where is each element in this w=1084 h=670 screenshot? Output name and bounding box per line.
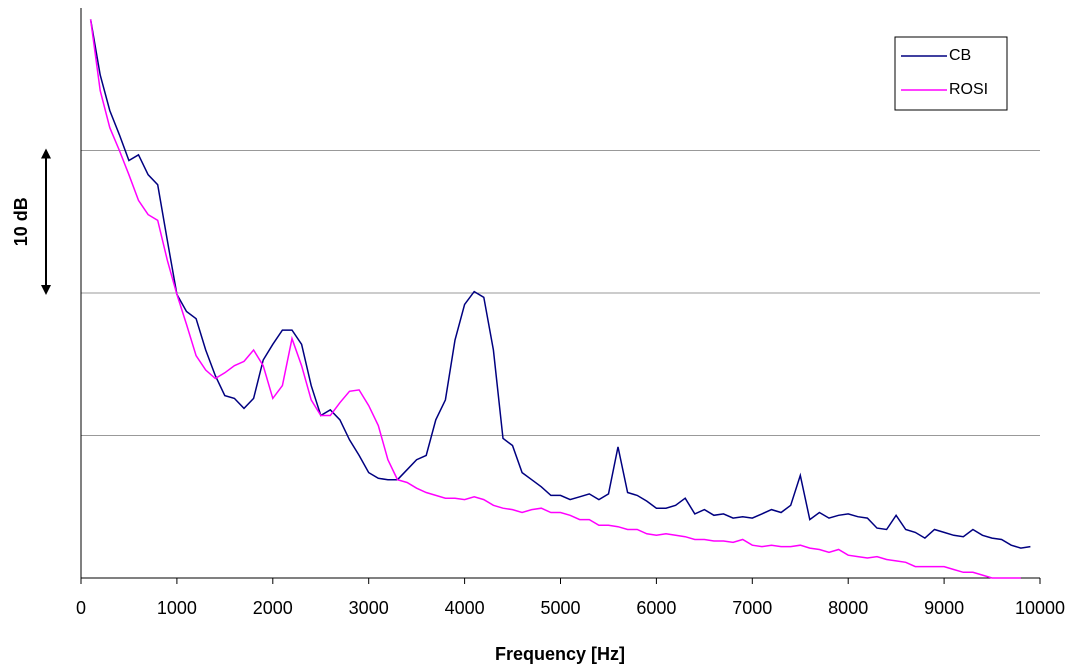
x-tick-label: 3000 — [349, 598, 389, 618]
x-axis-label: Frequency [Hz] — [495, 644, 625, 664]
legend-label: CB — [949, 47, 971, 64]
x-tick-label: 7000 — [732, 598, 772, 618]
legend-box — [894, 36, 1008, 111]
x-tick-label: 0 — [76, 598, 86, 618]
x-tick-label: 6000 — [636, 598, 676, 618]
annotation: 10 dB — [11, 197, 31, 246]
legend-label: ROSI — [949, 81, 988, 98]
x-tick-label: 10000 — [1015, 598, 1065, 618]
arrow-head — [41, 148, 51, 159]
x-tick-label: 8000 — [828, 598, 868, 618]
x-tick-label: 5000 — [540, 598, 580, 618]
x-tick-label: 2000 — [253, 598, 293, 618]
arrow-head — [41, 285, 51, 295]
series-line — [89, 19, 1031, 549]
x-tick-label: 4000 — [445, 598, 485, 618]
x-tick-label: 1000 — [157, 598, 197, 618]
series-line — [89, 19, 1021, 579]
x-tick-label: 9000 — [924, 598, 964, 618]
